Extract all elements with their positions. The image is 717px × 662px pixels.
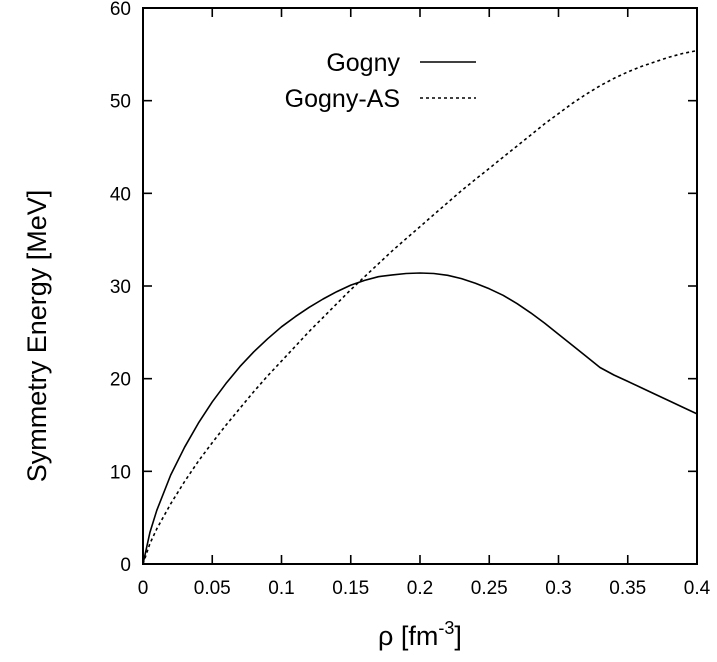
y-tick-label: 50 <box>110 92 131 113</box>
series-layer <box>142 49 698 565</box>
x-tick-label: 0.25 <box>471 578 508 599</box>
x-tick-label: 0.4 <box>684 578 711 599</box>
series-line-gogny-as <box>142 49 698 565</box>
plot-area-frame <box>142 7 698 565</box>
x-tick-label: 0.05 <box>194 578 231 599</box>
x-axis-title-exponent: -3 <box>438 618 454 638</box>
x-tick-label: 0.1 <box>268 578 294 599</box>
x-tick-label: 0.2 <box>407 578 433 599</box>
y-axis-title: Symmetry Energy [MeV] <box>22 190 52 483</box>
series-line-gogny <box>142 272 698 565</box>
ticks-layer: 0 0.05 0.1 0.15 0.2 0.25 0.3 0.35 0.4 0 10 20 30 40 50… <box>110 0 711 599</box>
x-tick-label: 0.3 <box>545 578 571 599</box>
y-tick-label: 0 <box>120 555 131 576</box>
legend-label-gogny-as: Gogny-AS <box>285 85 400 113</box>
legend-label-gogny: Gogny <box>326 49 400 77</box>
y-tick-label: 20 <box>110 370 131 391</box>
x-tick-label: 0 <box>138 578 149 599</box>
x-axis-title-main: ρ [fm <box>378 621 438 651</box>
y-tick-label: 30 <box>110 277 131 298</box>
x-tick-label: 0.15 <box>332 578 369 599</box>
x-axis-title-suffix: ] <box>454 621 462 651</box>
x-tick-label: 0.35 <box>609 578 646 599</box>
y-tick-label: 10 <box>110 462 131 483</box>
y-tick-label: 40 <box>110 184 131 205</box>
x-axis-title: ρ [fm-3] <box>378 618 462 651</box>
y-tick-label: 60 <box>110 0 131 20</box>
legend: Gogny Gogny-AS <box>285 49 476 113</box>
